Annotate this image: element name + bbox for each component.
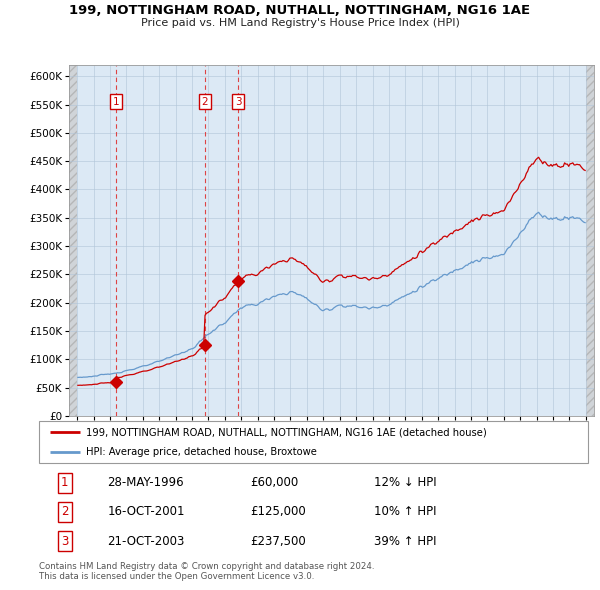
Text: 1: 1 <box>61 476 68 489</box>
Text: 2: 2 <box>61 505 68 519</box>
Bar <box>69 65 77 416</box>
FancyBboxPatch shape <box>39 421 588 463</box>
Text: £125,000: £125,000 <box>250 505 306 519</box>
Text: 199, NOTTINGHAM ROAD, NUTHALL, NOTTINGHAM, NG16 1AE (detached house): 199, NOTTINGHAM ROAD, NUTHALL, NOTTINGHA… <box>86 427 487 437</box>
Text: Price paid vs. HM Land Registry's House Price Index (HPI): Price paid vs. HM Land Registry's House … <box>140 18 460 28</box>
Text: 199, NOTTINGHAM ROAD, NUTHALL, NOTTINGHAM, NG16 1AE: 199, NOTTINGHAM ROAD, NUTHALL, NOTTINGHA… <box>70 4 530 17</box>
Text: 3: 3 <box>61 535 68 548</box>
Text: £60,000: £60,000 <box>250 476 299 489</box>
Text: 3: 3 <box>235 97 241 107</box>
Text: Contains HM Land Registry data © Crown copyright and database right 2024.
This d: Contains HM Land Registry data © Crown c… <box>39 562 374 581</box>
Bar <box>586 65 594 416</box>
Text: HPI: Average price, detached house, Broxtowe: HPI: Average price, detached house, Brox… <box>86 447 317 457</box>
Text: 28-MAY-1996: 28-MAY-1996 <box>107 476 184 489</box>
Text: 12% ↓ HPI: 12% ↓ HPI <box>374 476 437 489</box>
Text: 10% ↑ HPI: 10% ↑ HPI <box>374 505 436 519</box>
Text: 1: 1 <box>113 97 119 107</box>
Text: 16-OCT-2001: 16-OCT-2001 <box>107 505 185 519</box>
Text: 2: 2 <box>202 97 208 107</box>
Text: 39% ↑ HPI: 39% ↑ HPI <box>374 535 436 548</box>
Text: £237,500: £237,500 <box>250 535 306 548</box>
Text: 21-OCT-2003: 21-OCT-2003 <box>107 535 185 548</box>
